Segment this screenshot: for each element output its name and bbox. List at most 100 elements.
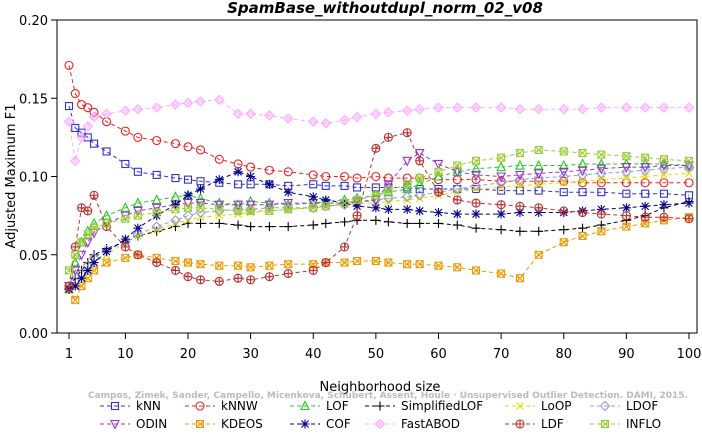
series-ldf xyxy=(64,128,694,291)
legend-item: kNNW xyxy=(185,399,258,413)
data-point xyxy=(353,256,362,266)
data-point xyxy=(658,163,670,174)
data-point xyxy=(151,102,162,113)
data-point xyxy=(340,242,350,252)
data-point xyxy=(452,195,462,205)
series-line-loop xyxy=(68,172,690,290)
data-point xyxy=(577,158,588,169)
data-point xyxy=(640,201,650,211)
data-point xyxy=(321,171,331,182)
data-point xyxy=(102,147,111,156)
data-point xyxy=(496,225,506,235)
data-point xyxy=(684,156,694,165)
data-point xyxy=(195,275,206,285)
data-point xyxy=(321,181,330,190)
data-point xyxy=(233,167,243,177)
data-point xyxy=(340,258,349,267)
data-point xyxy=(596,164,607,175)
data-point xyxy=(76,132,87,143)
data-point xyxy=(578,231,587,241)
data-point xyxy=(684,198,694,208)
data-point xyxy=(534,250,543,259)
data-point xyxy=(77,128,86,137)
data-point xyxy=(403,196,412,204)
data-point xyxy=(370,108,382,120)
data-point xyxy=(265,206,274,215)
x-tick-label: 90 xyxy=(618,347,635,362)
data-point xyxy=(320,118,332,129)
data-point xyxy=(471,175,481,185)
data-point xyxy=(133,223,143,233)
data-point xyxy=(215,261,224,270)
data-point xyxy=(246,206,255,215)
data-point xyxy=(308,265,318,275)
data-point xyxy=(384,186,393,195)
data-point xyxy=(370,195,381,206)
data-point xyxy=(622,152,631,161)
data-point xyxy=(102,258,111,267)
data-point xyxy=(383,204,393,214)
data-point xyxy=(196,203,205,212)
data-point xyxy=(83,103,93,113)
data-point xyxy=(597,188,606,197)
legend-label: kNNW xyxy=(221,399,258,413)
data-point xyxy=(102,219,111,228)
series-line-knnw xyxy=(68,65,689,184)
data-point xyxy=(232,108,244,120)
data-point xyxy=(133,167,142,176)
x-axis-label: Neighborhood size xyxy=(320,380,441,395)
data-point xyxy=(452,102,463,113)
data-point xyxy=(371,143,381,153)
data-point xyxy=(621,211,631,221)
data-point xyxy=(340,199,349,208)
data-point xyxy=(641,153,650,162)
data-point xyxy=(264,165,274,175)
x-tick-label: 10 xyxy=(117,347,134,362)
data-point xyxy=(196,218,206,228)
data-point xyxy=(559,206,569,216)
data-point xyxy=(90,139,99,148)
data-point xyxy=(515,159,525,170)
data-point xyxy=(470,180,482,192)
data-point xyxy=(597,227,606,236)
x-tick-label: 30 xyxy=(242,347,259,362)
data-point xyxy=(264,272,274,282)
data-point xyxy=(101,209,112,220)
data-point xyxy=(371,191,380,200)
x-tick-label: 40 xyxy=(305,347,322,362)
data-point xyxy=(384,197,393,206)
data-point xyxy=(596,102,607,113)
data-point xyxy=(64,102,74,111)
data-point xyxy=(452,183,463,195)
data-point xyxy=(82,121,94,132)
watermark: Campos, Zimek, Sander, Campello, Micenko… xyxy=(88,391,688,401)
data-point xyxy=(340,181,349,190)
data-point xyxy=(214,218,224,228)
data-point xyxy=(453,263,462,272)
data-point xyxy=(452,220,462,230)
legend-label: LoOP xyxy=(541,399,572,413)
data-point xyxy=(685,169,693,178)
data-point xyxy=(195,96,206,107)
y-axis-label: Adjusted Maximum F1 xyxy=(4,104,19,249)
data-point xyxy=(659,178,669,188)
data-point xyxy=(659,158,669,169)
data-point xyxy=(83,274,92,283)
data-point xyxy=(183,272,193,282)
data-point xyxy=(233,200,243,211)
data-point xyxy=(558,167,569,178)
data-point xyxy=(415,156,425,166)
data-point xyxy=(515,148,524,158)
legend-item: LoOP xyxy=(505,399,572,413)
data-point xyxy=(684,178,694,188)
data-point xyxy=(371,203,381,213)
legend-marker xyxy=(599,400,611,412)
data-point xyxy=(433,218,443,228)
data-point xyxy=(233,273,243,283)
series-inflo xyxy=(64,145,694,275)
data-point xyxy=(353,183,362,192)
data-point xyxy=(171,205,180,214)
data-point xyxy=(83,265,93,275)
chart-title: SpamBase_withoutdupl_norm_02_v08 xyxy=(227,0,543,17)
data-point xyxy=(102,247,112,257)
